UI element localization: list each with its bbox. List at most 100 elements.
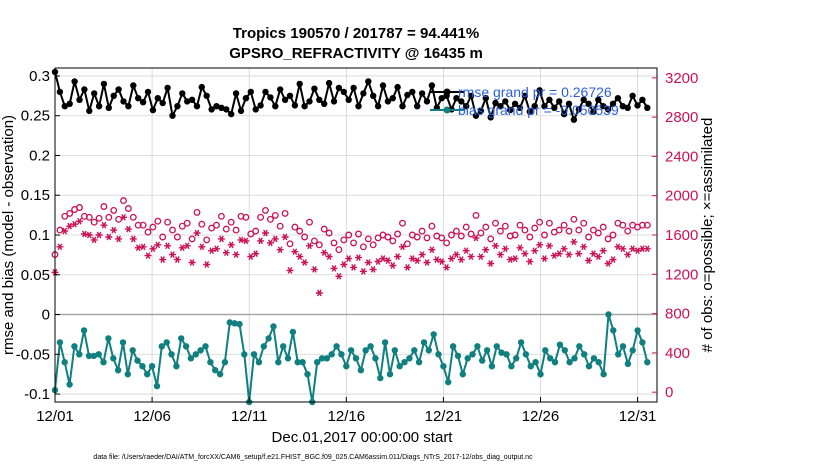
obs-possible-point — [296, 227, 304, 235]
y2-tick-label: 1200 — [665, 266, 698, 283]
x-tick-label: 12/01 — [36, 408, 74, 425]
y-tick-label: -0.05 — [16, 346, 50, 363]
rmse-point — [286, 92, 294, 100]
obs-possible-point — [242, 213, 250, 221]
obs-assimilated-point — [154, 241, 162, 249]
obs-possible-point — [134, 221, 142, 229]
rmse-point — [507, 106, 514, 114]
rmse-point — [497, 103, 504, 110]
obs-possible-point — [589, 226, 597, 234]
bias-point — [265, 335, 272, 342]
obs-possible-point — [599, 223, 607, 231]
rmse-point — [556, 98, 563, 105]
y2-axis-label: # of obs: o=possible; ×=assimilated — [699, 118, 716, 353]
obs-assimilated-point — [462, 247, 470, 255]
bias-point — [415, 359, 423, 366]
rmse-point — [208, 106, 215, 113]
y2-tick-label: 2000 — [665, 188, 698, 205]
obs-possible-point — [619, 221, 627, 229]
rmse-point — [526, 108, 533, 115]
bias-point — [440, 363, 447, 370]
obs-assimilated-point — [511, 255, 519, 262]
obs-assimilated-point — [266, 239, 274, 247]
obs-assimilated-point — [301, 259, 309, 266]
obs-possible-point — [213, 221, 220, 229]
bias-point — [508, 363, 515, 370]
rmse-point — [644, 104, 651, 112]
obs-assimilated-point — [433, 256, 441, 263]
bias-point — [318, 355, 326, 362]
rmse-point — [76, 96, 83, 104]
obs-assimilated-point — [580, 243, 588, 251]
obs-assimilated-point — [634, 247, 641, 255]
obs-assimilated-point — [521, 250, 529, 258]
rmse-point — [130, 82, 137, 89]
obs-possible-point — [638, 221, 646, 229]
obs-possible-point — [492, 219, 499, 227]
rmse-point — [453, 95, 460, 102]
bias-point — [110, 355, 117, 362]
obs-assimilated-point — [369, 266, 377, 273]
rmse-point — [335, 84, 343, 92]
obs-assimilated-point — [95, 231, 103, 239]
rmse-point — [614, 95, 622, 102]
bias-point — [90, 352, 98, 360]
obs-assimilated-point — [457, 256, 465, 263]
obs-possible-point — [526, 233, 534, 241]
obs-possible-point — [521, 226, 529, 234]
bias-point — [362, 347, 369, 354]
obs-assimilated-point — [115, 235, 123, 243]
rmse-point — [639, 96, 646, 104]
obs-possible-point — [105, 213, 113, 221]
bias-point — [551, 359, 559, 366]
obs-assimilated-point — [144, 252, 152, 260]
obs-assimilated-point — [237, 236, 245, 244]
rmse-point — [370, 92, 377, 100]
bias-point — [522, 351, 530, 358]
rmse-point — [350, 84, 357, 92]
bias-point — [527, 363, 534, 370]
obs-possible-point — [271, 211, 279, 219]
obs-assimilated-point — [90, 236, 98, 244]
obs-possible-point — [330, 239, 338, 247]
rmse-point — [281, 96, 289, 104]
y2-tick-label: 800 — [665, 306, 690, 323]
bias-point — [513, 355, 520, 362]
rmse-point — [438, 95, 445, 102]
bias-point — [85, 352, 93, 360]
bias-point — [590, 355, 598, 362]
rmse-point — [360, 90, 367, 97]
bias-point — [474, 343, 481, 350]
bias-point — [173, 363, 180, 370]
obs-assimilated-point — [565, 251, 573, 259]
obs-assimilated-point — [340, 261, 348, 268]
obs-assimilated-point — [198, 243, 206, 251]
rmse-point — [237, 107, 245, 115]
obs-possible-point — [545, 219, 553, 227]
bias-point — [556, 341, 564, 348]
y-tick-label: 0.25 — [21, 108, 50, 125]
y-tick-label: -0.1 — [24, 386, 50, 403]
obs-assimilated-point — [516, 244, 524, 252]
obs-possible-point — [120, 197, 127, 205]
rmse-point — [595, 96, 602, 104]
bias-point — [56, 339, 64, 346]
bias-point — [153, 382, 161, 390]
rmse-point — [634, 102, 641, 109]
bias-point — [216, 371, 224, 378]
obs-assimilated-point — [350, 264, 358, 271]
obs-assimilated-series — [51, 213, 651, 297]
obs-assimilated-point — [394, 253, 402, 260]
rmse-point — [570, 116, 578, 123]
x-tick-label: 12/11 — [231, 408, 267, 425]
obs-assimilated-point — [604, 260, 612, 267]
bias-point — [483, 347, 491, 354]
rmse-point — [95, 103, 103, 110]
obs-assimilated-point — [472, 234, 480, 242]
obs-assimilated-point — [164, 242, 172, 250]
bias-point — [615, 351, 622, 358]
rmse-point — [110, 92, 117, 100]
rmse-point — [223, 106, 230, 113]
y2-tick-label: 0 — [665, 384, 673, 401]
obs-possible-point — [482, 223, 490, 231]
